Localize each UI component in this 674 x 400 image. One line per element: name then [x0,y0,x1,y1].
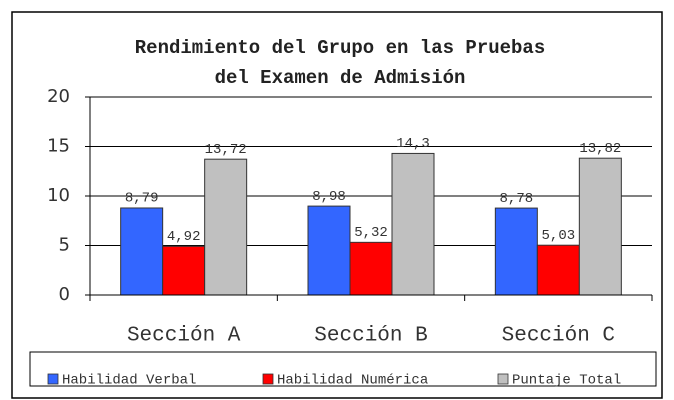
chart-title: Rendimiento del Grupo en las Pruebas [135,37,545,59]
legend-swatch [262,373,274,385]
bar [120,207,164,296]
bar [204,158,248,296]
x-tick-label: Sección A [127,325,241,348]
value-label: 13,82 [579,141,621,157]
value-label: 5,03 [542,228,576,244]
y-tick-label: 10 [47,185,70,206]
y-tick-label: 5 [59,235,70,256]
legend-swatch [497,373,509,385]
x-tick-label: Sección C [502,325,615,348]
y-tick-label: 0 [59,284,70,305]
legend-swatch [47,373,59,385]
value-label: 13,72 [205,142,247,158]
value-label: 14,3 [396,136,430,152]
bar [162,245,206,296]
x-tick-label: Sección B [314,325,427,348]
legend-label: Habilidad Verbal [62,373,196,389]
value-label: 8,79 [125,191,159,207]
value-label: 8,78 [500,191,534,207]
bar [536,244,580,296]
legend-label: Habilidad Numérica [277,373,428,389]
value-label: 5,32 [354,225,388,241]
legend-label: Puntaje Total [512,373,621,389]
value-label: 4,92 [167,229,201,245]
y-tick-label: 20 [47,86,70,107]
bar [307,205,351,296]
y-tick-label: 15 [47,136,70,157]
bar [349,241,393,296]
legend-box [29,351,657,387]
chart-frame [11,11,663,399]
bar [391,152,435,296]
value-label: 8,98 [312,189,346,205]
chart-title: del Examen de Admisión [215,67,466,89]
bar [578,157,622,296]
bar [494,207,538,296]
